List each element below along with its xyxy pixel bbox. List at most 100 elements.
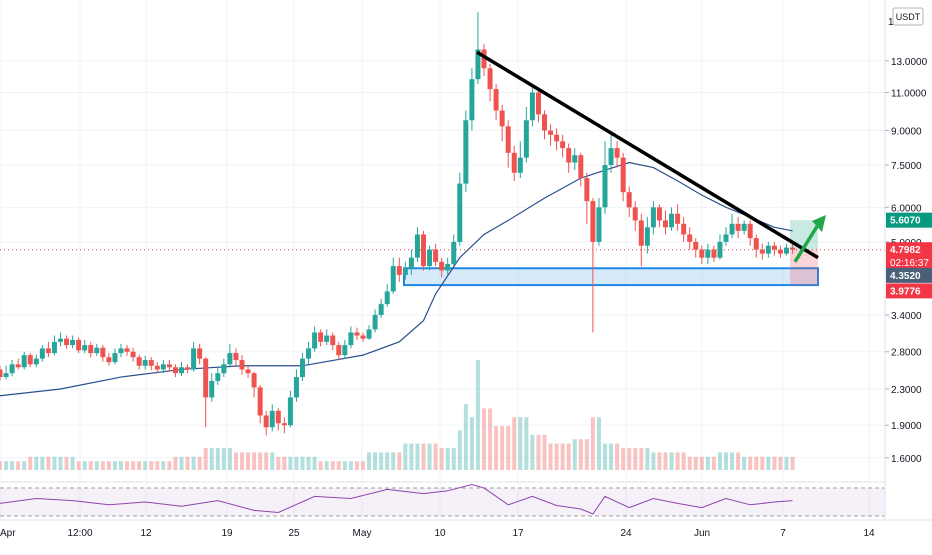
candle-body	[336, 345, 342, 356]
support-zone[interactable]	[0, 220, 885, 287]
candle-body	[457, 183, 463, 242]
volume-bar	[276, 456, 281, 470]
candle-body	[76, 339, 82, 351]
volume-bar	[572, 439, 577, 470]
candle-body	[608, 148, 614, 166]
candle-body	[94, 347, 100, 354]
volume-bar	[161, 461, 166, 470]
volume-bar	[482, 408, 486, 470]
time-tick-label: Jun	[694, 528, 710, 539]
candle-body	[354, 332, 360, 336]
candle-body	[263, 415, 269, 428]
price-tick-label: 6.0000	[891, 203, 922, 214]
volume-bar	[457, 430, 462, 470]
volume-bar	[173, 456, 178, 470]
volume-bar	[596, 417, 601, 470]
candle-body	[699, 249, 705, 258]
volume-bar	[348, 461, 353, 470]
volume-bar	[566, 443, 571, 470]
volume-bar	[52, 456, 57, 470]
volume-bar	[433, 443, 438, 470]
volume-bar	[312, 456, 317, 470]
candle-body	[445, 263, 451, 271]
volume-bar	[185, 456, 190, 470]
volume-bar	[790, 456, 795, 470]
candle-body	[197, 348, 203, 359]
candle-body	[711, 249, 717, 258]
volume-bar	[342, 461, 347, 470]
volume-bar	[179, 456, 184, 470]
time-axis[interactable]: Apr 12:00 12 19 25 May 10 17 24 Jun 7 14	[0, 519, 932, 539]
breakout-arrow-head[interactable]	[812, 215, 826, 232]
volume-bar	[451, 448, 456, 470]
time-tick-label: 25	[288, 528, 300, 539]
candle-body	[499, 110, 505, 127]
descending-trendline[interactable]	[476, 50, 819, 260]
support-zone-box[interactable]	[403, 267, 819, 287]
volume-bar	[379, 452, 384, 470]
candle-body	[88, 345, 94, 354]
volume-bar	[324, 461, 329, 470]
candle-body	[142, 360, 148, 366]
drawings[interactable]	[476, 50, 826, 263]
volume-bar	[512, 417, 517, 470]
volume-bar	[264, 452, 269, 470]
candle-body	[681, 223, 687, 235]
candle-body	[58, 338, 63, 342]
volume-bar	[754, 456, 759, 470]
candle-body	[257, 387, 263, 416]
candle-body	[529, 92, 535, 121]
volume-bar	[294, 456, 299, 470]
time-tick-label: 19	[221, 528, 233, 539]
rsi-band	[0, 488, 885, 516]
candle-body	[390, 266, 396, 292]
volume-bar	[119, 461, 123, 470]
volume-bar	[246, 452, 251, 470]
volume-bar	[112, 461, 117, 470]
volume-bar	[100, 461, 105, 470]
candle-body	[632, 207, 638, 221]
candle-body	[112, 353, 118, 363]
price-labels: 5.6070 4.7982 02:16:37 4.3520 3.9776	[886, 212, 932, 299]
time-tick-label: 14	[863, 528, 875, 539]
candle-body	[644, 227, 650, 246]
volume-bar	[94, 461, 99, 470]
volume-bar	[621, 448, 626, 470]
candle-body	[705, 249, 711, 258]
volume-bar	[475, 360, 480, 470]
price-tick-label: 13.0000	[891, 57, 928, 68]
last-price-tag	[886, 242, 932, 271]
candle-body	[790, 247, 796, 250]
candle-body	[82, 345, 88, 351]
candle-body	[469, 79, 475, 121]
candle-body	[693, 241, 699, 250]
volume-bar	[675, 452, 680, 470]
volume-bar	[197, 456, 202, 470]
candles	[0, 12, 796, 436]
currency-badge[interactable]	[892, 7, 924, 26]
candle-body	[0, 369, 3, 378]
volume-bar	[699, 456, 704, 470]
volume-bar	[40, 456, 45, 470]
time-tick-label: 12	[140, 528, 152, 539]
volume-bar	[427, 443, 432, 470]
volume-bar	[143, 461, 148, 470]
candle-body	[209, 380, 215, 398]
candle-body	[439, 261, 445, 271]
volume-bar	[258, 452, 263, 470]
candle-body	[154, 365, 160, 370]
volume-bar	[125, 461, 130, 470]
candle-body	[481, 49, 487, 69]
breakout-arrow-shaft[interactable]	[793, 225, 819, 263]
price-tick-label: 1.9000	[891, 421, 922, 432]
volume-bar	[76, 461, 81, 470]
volume-bar	[373, 452, 378, 470]
candle-body	[626, 192, 632, 208]
candle-body	[64, 338, 70, 346]
volume-bar	[542, 434, 547, 470]
candle-body	[427, 249, 433, 267]
volume-bar	[609, 443, 614, 470]
candle-body	[414, 234, 420, 258]
